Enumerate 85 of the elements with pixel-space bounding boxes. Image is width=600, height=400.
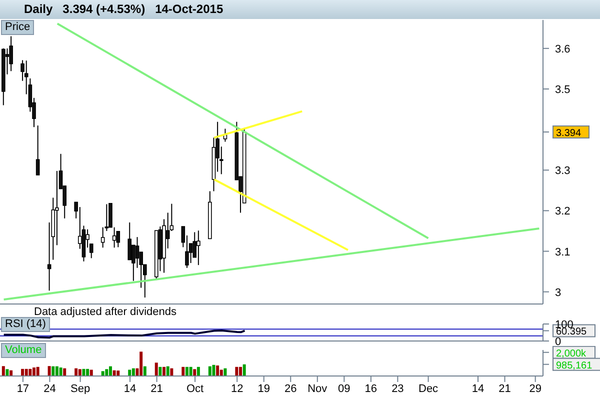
x-tick-label: 09: [338, 383, 350, 395]
candlestick: [108, 202, 112, 228]
bar: [108, 366, 112, 376]
bar: [90, 370, 93, 376]
bar: [162, 366, 166, 376]
x-tick-label: 19: [258, 383, 270, 395]
x-tick-label: 21: [150, 383, 163, 395]
candlestick: [36, 124, 40, 176]
x-tick-label: 12: [230, 383, 244, 395]
x-tick-label: Oct: [186, 383, 204, 395]
bar: [78, 369, 82, 376]
bar: [185, 366, 188, 376]
x-tick-label: 29: [529, 383, 542, 395]
y-tick-label: 985,161: [556, 360, 593, 372]
bar: [235, 366, 238, 376]
x-tick-label: 14: [124, 383, 136, 395]
bar: [242, 364, 246, 376]
bar: [24, 368, 28, 376]
y-tick-label: 3.2: [555, 206, 570, 218]
series-label: RSI (14): [1, 317, 50, 332]
y-tick-label: 3.3: [555, 165, 570, 178]
candlestick: [196, 230, 200, 266]
y-tick-label: 0: [555, 336, 562, 348]
x-tick-label: 21: [498, 383, 511, 395]
bar: [166, 366, 170, 376]
bar: [189, 366, 192, 376]
bar: [193, 369, 196, 376]
x-tick-label: Nov: [308, 383, 328, 395]
x-tick-label: 23: [392, 383, 404, 395]
x-tick-label: Sep: [70, 383, 90, 395]
candlestick: [112, 226, 116, 248]
bar: [143, 366, 146, 376]
bar: [6, 369, 9, 376]
x-tick-label: 14: [472, 383, 484, 395]
candlestick: [100, 226, 105, 248]
bar: [238, 366, 242, 376]
bar: [36, 366, 40, 376]
bar: [220, 370, 223, 376]
bar: [59, 367, 62, 376]
bar: [105, 369, 108, 376]
y-tick-label: 3.6: [555, 43, 570, 56]
bar: [55, 366, 58, 376]
candlestick: [135, 236, 140, 268]
bar: [116, 370, 120, 376]
bar: [154, 362, 158, 376]
y-tick-label: 3.394: [556, 128, 582, 139]
bar: [132, 368, 135, 376]
bar: [74, 368, 78, 376]
bar: [32, 367, 36, 376]
bar: [158, 366, 162, 376]
text: Data adjusted after dividends: [34, 306, 176, 318]
y-tick-label: 3.1: [555, 246, 570, 258]
y-tick-label: 3.5: [555, 84, 570, 96]
line-series: [2, 329, 246, 339]
series-label: Volume: [1, 343, 46, 358]
bar: [140, 352, 143, 376]
bar: [182, 366, 185, 376]
y-axis-title: Price: [1, 20, 34, 35]
y-tick-label: 3: [555, 286, 562, 299]
bar: [208, 366, 212, 376]
bar: [21, 368, 24, 376]
bar: [86, 368, 90, 376]
chart-title: Daily 3.394 (+4.53%) 14-Oct-2015: [0, 0, 600, 19]
bar: [212, 364, 216, 376]
candlestick: [128, 222, 132, 260]
x-tick-label: Dec: [418, 383, 439, 395]
bar: [28, 368, 32, 376]
bar: [196, 366, 200, 376]
x-tick-label: 17: [16, 383, 30, 395]
x-tick-label: 16: [364, 383, 378, 395]
bar: [2, 366, 5, 376]
bar: [101, 371, 104, 376]
x-tick-label: 26: [284, 383, 297, 395]
bar: [224, 368, 227, 376]
candlestick: [9, 36, 13, 72]
bar: [128, 370, 132, 376]
x-tick-label: 24: [44, 383, 56, 395]
bar: [170, 368, 174, 376]
bar: [63, 368, 66, 376]
bar: [216, 365, 220, 376]
y-tick-label: 2,000k: [556, 348, 588, 360]
candlestick: [116, 230, 120, 248]
bar: [48, 366, 51, 376]
bar: [82, 368, 86, 376]
bar: [52, 366, 55, 376]
